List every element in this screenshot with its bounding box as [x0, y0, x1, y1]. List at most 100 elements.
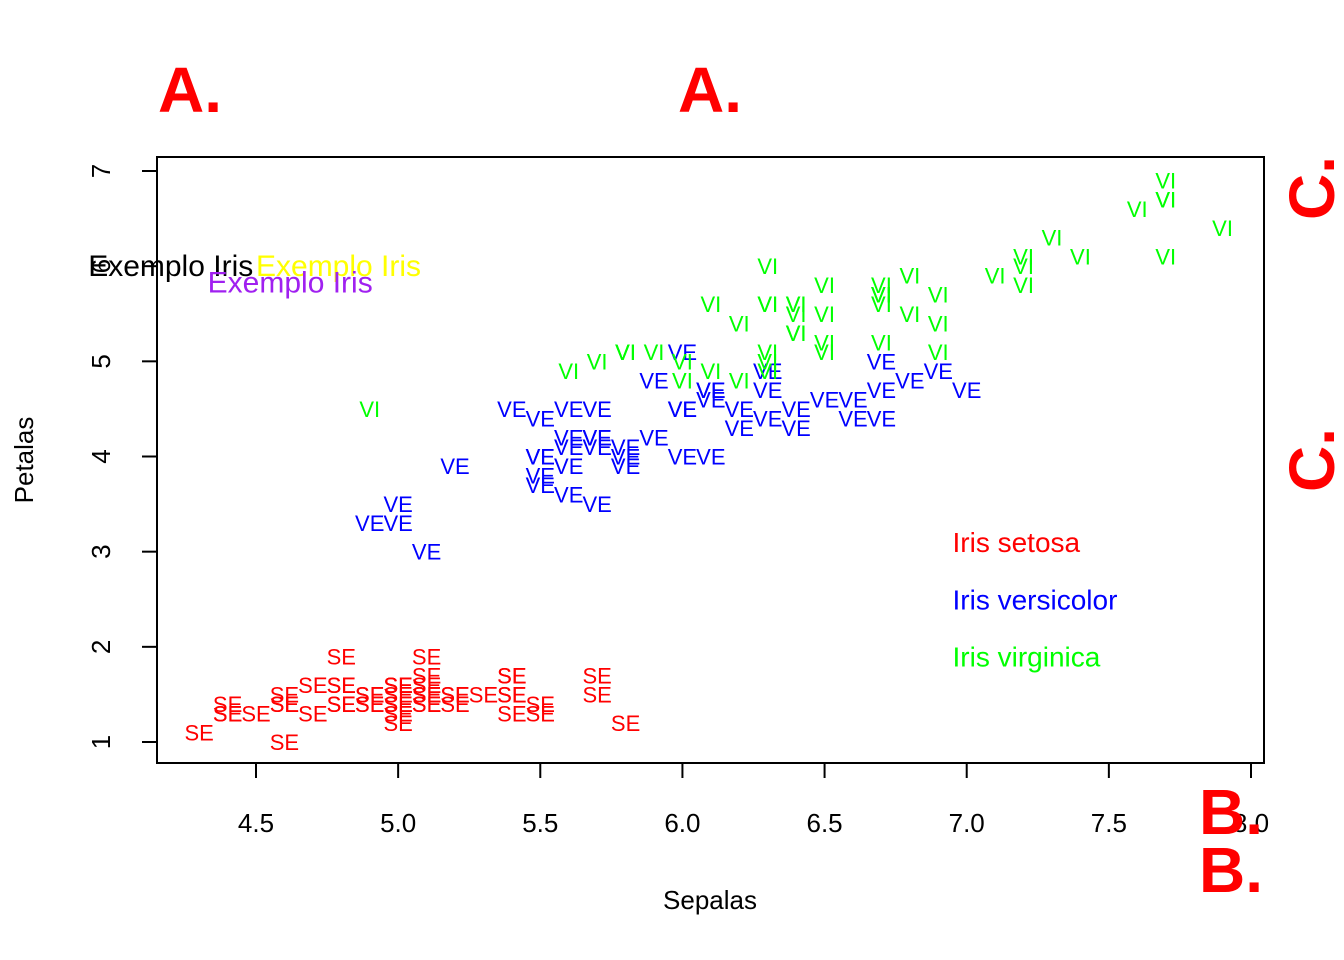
- data-point: VI: [1013, 254, 1034, 279]
- data-point: VE: [383, 492, 412, 517]
- data-point: SE: [611, 711, 640, 736]
- data-point: SE: [327, 692, 356, 717]
- data-point: VE: [526, 445, 555, 470]
- data-point: SE: [355, 692, 384, 717]
- data-point: VE: [554, 454, 583, 479]
- data-point: SE: [383, 682, 412, 707]
- data-point: VI: [985, 264, 1006, 289]
- margin-letters: A. A. B. B. C. C.: [158, 54, 1344, 906]
- data-point: VE: [611, 445, 640, 470]
- data-point: SE: [440, 682, 469, 707]
- data-point: VI: [700, 292, 721, 317]
- data-point: VE: [497, 397, 526, 422]
- annotation-text: Exemplo Iris: [256, 250, 421, 283]
- data-point: SE: [440, 682, 469, 707]
- data-point: VI: [615, 340, 636, 365]
- data-point: VE: [526, 445, 555, 470]
- data-point: VE: [781, 416, 810, 441]
- data-point: VE: [668, 397, 697, 422]
- data-point: VI: [786, 302, 807, 327]
- data-point: SE: [497, 682, 526, 707]
- data-point: SE: [383, 692, 412, 717]
- data-point: SE: [526, 701, 555, 726]
- data-point: VI: [729, 311, 750, 336]
- data-point: VI: [1127, 197, 1148, 222]
- data-point: SE: [383, 673, 412, 698]
- data-point: SE: [412, 682, 441, 707]
- y-axis-title: Petalas: [9, 417, 39, 504]
- data-point: VI: [871, 283, 892, 308]
- data-point: VE: [867, 378, 896, 403]
- x-tick-label: 5.0: [380, 808, 416, 838]
- data-point: VI: [814, 273, 835, 298]
- x-tick-label: 5.5: [522, 808, 558, 838]
- data-point: VE: [554, 425, 583, 450]
- x-tick-label: 7.5: [1091, 808, 1127, 838]
- data-point: VE: [838, 406, 867, 431]
- data-point: VI: [757, 292, 778, 317]
- data-point: VI: [757, 340, 778, 365]
- data-point: VI: [814, 302, 835, 327]
- data-point: VI: [786, 292, 807, 317]
- data-point: VI: [757, 292, 778, 317]
- data-point: SE: [497, 663, 526, 688]
- margin-letter-a-center: A.: [678, 54, 742, 126]
- data-point: VI: [757, 359, 778, 384]
- x-tick-label: 8.0: [1233, 808, 1269, 838]
- data-point: VI: [558, 359, 579, 384]
- data-point: SE: [327, 673, 356, 698]
- margin-letter-c-lower: C.: [1276, 428, 1344, 492]
- y-tick-label: 7: [86, 164, 116, 178]
- data-point: SE: [298, 701, 327, 726]
- annotation-text: Exemplo Iris: [88, 250, 253, 283]
- data-point: VE: [582, 435, 611, 460]
- data-point: SE: [469, 682, 498, 707]
- data-point: VE: [639, 425, 668, 450]
- data-point: VI: [1155, 188, 1176, 213]
- data-point: VE: [867, 406, 896, 431]
- data-point: VE: [582, 492, 611, 517]
- margin-letter-c-upper: C.: [1276, 156, 1344, 220]
- x-axis: 4.5 5.0 5.5 6.0 6.5 7.0 7.5 8.0: [238, 762, 1269, 838]
- data-point: VI: [786, 292, 807, 317]
- x-tick-label: 4.5: [238, 808, 274, 838]
- data-point: VE: [526, 473, 555, 498]
- legend-item: Iris versicolor: [953, 584, 1118, 615]
- margin-letter-b-lower: B.: [1199, 834, 1263, 906]
- data-point: SE: [412, 682, 441, 707]
- data-point: VI: [871, 283, 892, 308]
- data-point: VE: [611, 454, 640, 479]
- data-point: VI: [757, 254, 778, 279]
- data-point: VE: [554, 397, 583, 422]
- data-point: VI: [786, 321, 807, 346]
- data-point: SE: [383, 673, 412, 698]
- data-point: VI: [587, 349, 608, 374]
- data-point: SE: [355, 692, 384, 717]
- x-tick-label: 7.0: [949, 808, 985, 838]
- data-point: VI: [871, 273, 892, 298]
- data-point: VE: [383, 511, 412, 536]
- y-axis: 1 2 3 4 5 6 7: [86, 164, 158, 749]
- data-point: VI: [1212, 216, 1233, 241]
- data-point: VE: [412, 540, 441, 565]
- data-point: VE: [895, 368, 924, 393]
- data-point: SE: [412, 663, 441, 688]
- data-point: VI: [1155, 169, 1176, 194]
- data-point: SE: [184, 720, 213, 745]
- data-point: VE: [554, 483, 583, 508]
- data-point: VI: [615, 340, 636, 365]
- x-axis-title: Sepalas: [663, 885, 757, 915]
- data-point: VE: [668, 397, 697, 422]
- data-point: VE: [582, 425, 611, 450]
- y-tick-label: 4: [86, 449, 116, 463]
- y-tick-label: 2: [86, 640, 116, 654]
- data-point: VE: [668, 445, 697, 470]
- data-point: VE: [753, 406, 782, 431]
- data-point: SE: [383, 711, 412, 736]
- data-point: VE: [867, 349, 896, 374]
- legend-item: Iris virginica: [953, 641, 1101, 672]
- x-tick-label: 6.0: [664, 808, 700, 838]
- data-point: VI: [1013, 245, 1034, 270]
